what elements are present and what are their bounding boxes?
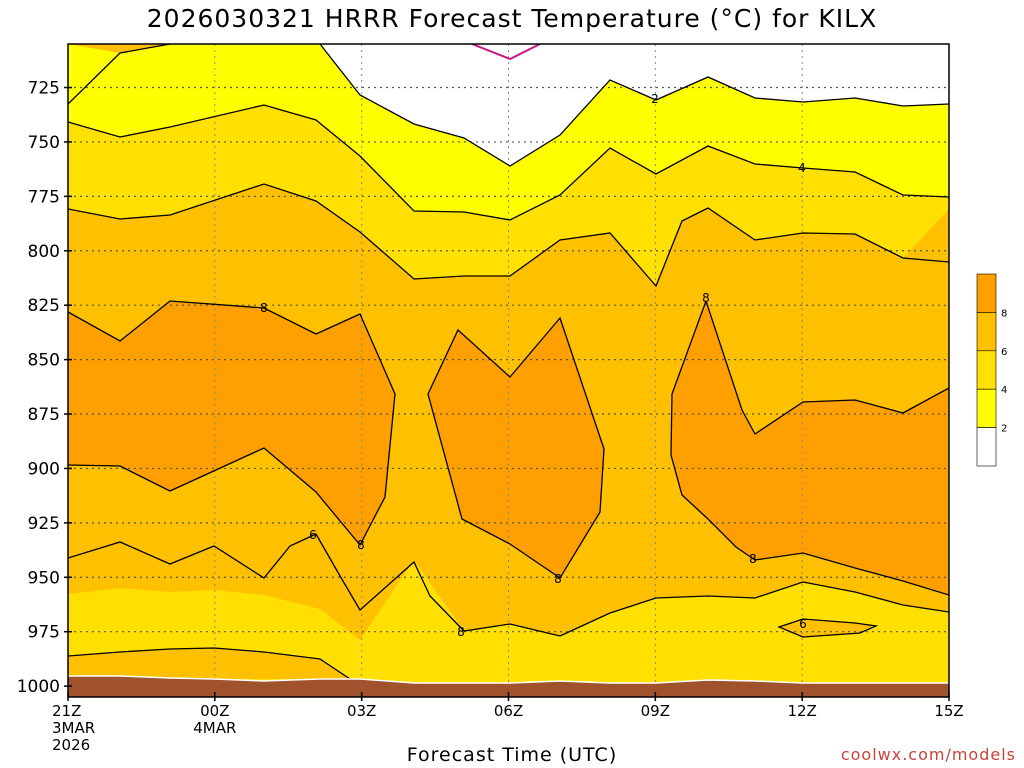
x-tick-label: 06Z xyxy=(494,702,523,720)
contour-line xyxy=(68,647,351,680)
contour-line xyxy=(319,44,949,167)
colorbar-label: 8 xyxy=(1001,308,1007,319)
colorbar-swatch xyxy=(976,273,997,313)
plot-area xyxy=(68,44,949,697)
x-tick-label: 3MAR xyxy=(52,719,95,737)
x-tick-label: 2026 xyxy=(52,736,90,754)
band-below-2 xyxy=(320,44,949,166)
contour-line xyxy=(68,533,949,637)
band-4-to-6 xyxy=(68,105,949,286)
contour-line xyxy=(68,104,949,221)
zero-degree-contour xyxy=(471,44,541,61)
contour-line xyxy=(777,618,879,638)
ground-surface xyxy=(68,676,949,697)
contour-label: 6 xyxy=(309,528,317,542)
contour-label: 6 xyxy=(799,617,807,631)
ground-edge xyxy=(68,675,949,684)
colorbar-swatch xyxy=(976,350,997,390)
band-6-near-ground xyxy=(68,648,350,679)
contour-line xyxy=(68,300,396,547)
colorbar-swatch xyxy=(976,427,997,467)
colorbar-swatch xyxy=(976,388,997,428)
colorbar-legend: 8 6 4 2 xyxy=(976,273,1007,467)
contour-label: 8 xyxy=(749,552,757,566)
band-above-8-middle xyxy=(428,318,604,578)
y-axis: 725 750 775 800 825 850 875 900 925 950 975 1000 xyxy=(17,79,72,697)
colorbar-label: 4 xyxy=(1001,385,1007,396)
y-tick-label: 825 xyxy=(28,296,60,316)
contour-label: 8 xyxy=(357,538,365,552)
band-6-pocket xyxy=(779,619,876,637)
y-tick-label: 950 xyxy=(28,568,60,588)
colorbar-label: 2 xyxy=(1001,424,1007,435)
x-tick-label: 21Z xyxy=(52,702,81,720)
contour-line xyxy=(670,300,949,596)
colorbar-label: 6 xyxy=(1001,347,1007,358)
y-tick-label: 975 xyxy=(28,623,60,643)
contour-line xyxy=(427,316,605,579)
y-tick-label: 775 xyxy=(28,187,60,207)
y-tick-label: 850 xyxy=(28,351,60,371)
x-tick-label: 15Z xyxy=(934,702,963,720)
contour-label: 8 xyxy=(457,625,465,639)
grid-lines xyxy=(68,44,949,697)
y-tick-label: 800 xyxy=(28,242,60,262)
x-tick-label: 00Z xyxy=(200,702,229,720)
x-axis-title: Forecast Time (UTC) xyxy=(406,744,618,766)
x-tick-label: 12Z xyxy=(787,702,816,720)
y-tick-label: 1000 xyxy=(17,677,60,697)
y-tick-label: 875 xyxy=(28,405,60,425)
x-tick-label: 4MAR xyxy=(193,719,236,737)
y-tick-label: 750 xyxy=(28,133,60,153)
chart-title: 2026030321 HRRR Forecast Temperature (°C… xyxy=(146,4,878,33)
y-tick-label: 725 xyxy=(28,79,60,99)
x-tick-label: 03Z xyxy=(347,702,376,720)
contour-label: 8 xyxy=(702,291,710,305)
contour-label: 8 xyxy=(554,572,562,586)
y-tick-label: 900 xyxy=(28,459,60,479)
y-tick-label: 925 xyxy=(28,514,60,534)
colorbar-swatch xyxy=(976,312,997,352)
contour-label: 2 xyxy=(651,92,659,106)
contour-label: 8 xyxy=(260,301,268,315)
contour-line xyxy=(68,44,171,105)
contour-lines xyxy=(68,44,949,680)
contour-labels: 8 8 2 4 8 6 8 8 8 6 xyxy=(260,92,807,639)
credit-text: coolwx.com/models xyxy=(840,745,1016,764)
contour-label: 4 xyxy=(798,161,806,175)
x-tick-label: 09Z xyxy=(641,702,670,720)
band-above-8-left xyxy=(68,301,395,545)
contour-line xyxy=(68,183,949,288)
contour-line xyxy=(705,300,949,435)
band-above-8-right xyxy=(671,301,949,595)
